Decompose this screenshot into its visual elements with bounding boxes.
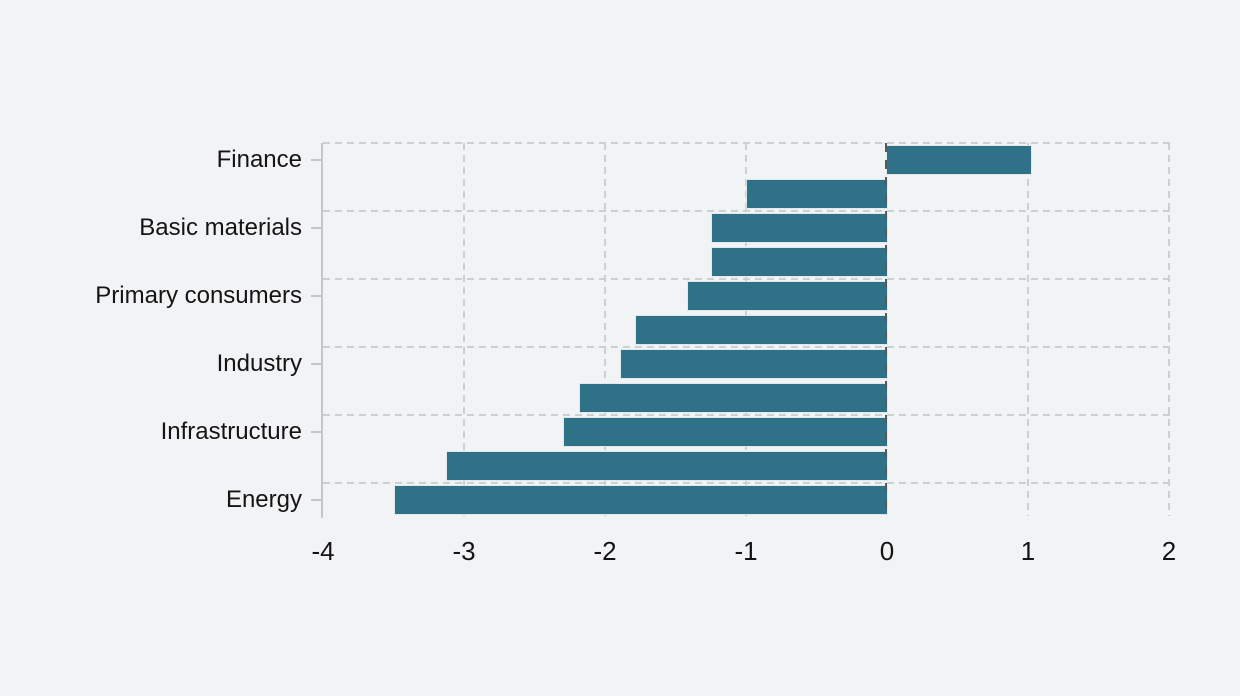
axis-tick	[311, 295, 321, 297]
bar	[564, 418, 887, 446]
bar	[579, 384, 887, 412]
x-tick-label: 0	[879, 536, 895, 566]
gridline-vertical	[463, 143, 465, 516]
category-label: Primary consumers	[95, 282, 302, 309]
bar	[636, 316, 887, 344]
gridline-horizontal	[323, 210, 1171, 212]
bar	[620, 350, 887, 378]
bar	[394, 486, 887, 514]
category-label: Industry	[216, 350, 302, 377]
axis-tick	[311, 227, 321, 229]
x-tick-label: 2	[1161, 536, 1177, 566]
y-axis-line	[321, 143, 323, 518]
category-label: Energy	[225, 486, 302, 513]
bar	[887, 146, 1031, 174]
axis-tick	[311, 159, 321, 161]
gridline-horizontal	[323, 346, 1171, 348]
x-tick-label: -3	[452, 536, 476, 566]
gridline-horizontal	[323, 414, 1171, 416]
x-tick-label: -4	[311, 536, 335, 566]
gridline-horizontal	[323, 482, 1171, 484]
bar	[447, 452, 887, 480]
x-tick-label: 1	[1020, 536, 1036, 566]
bar	[712, 214, 887, 242]
bar	[688, 282, 887, 310]
axis-tick	[311, 363, 321, 365]
x-tick-label: -1	[734, 536, 758, 566]
gridline-horizontal	[323, 142, 1171, 144]
gridline-vertical	[1027, 143, 1029, 516]
bar	[712, 248, 887, 276]
plot-area	[323, 142, 1171, 516]
gridline-horizontal	[323, 278, 1171, 280]
zero-line	[885, 143, 887, 516]
gridline-vertical	[1168, 143, 1170, 516]
axis-tick	[311, 431, 321, 433]
category-label: Basic materials	[139, 214, 302, 241]
x-tick-label: -2	[593, 536, 617, 566]
gridline-vertical	[604, 143, 606, 516]
category-label: Infrastructure	[160, 418, 302, 445]
bar	[747, 180, 887, 208]
category-label: Finance	[216, 146, 302, 173]
axis-tick	[311, 499, 321, 501]
